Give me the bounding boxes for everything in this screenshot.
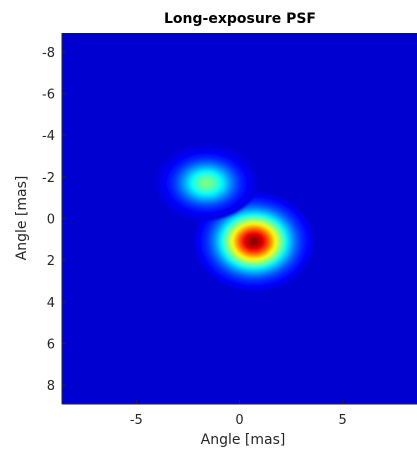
y-tick-label: 0: [47, 213, 55, 228]
x-tick-label: -5: [130, 413, 143, 428]
x-axis-label: Angle [mas]: [201, 432, 286, 448]
psf-peak-2-level: [203, 180, 210, 186]
psf-peak-1: [194, 192, 313, 291]
x-axis: -5 0 5: [130, 400, 347, 428]
y-tick-label: 2: [47, 254, 55, 269]
psf-peak-2: [155, 145, 258, 222]
y-tick-label: 6: [47, 338, 55, 353]
y-tick-label: -2: [42, 171, 55, 186]
y-tick-label: -4: [42, 129, 55, 144]
y-tick-label: 4: [47, 296, 55, 311]
y-tick-label: -6: [42, 87, 55, 102]
y-tick-label: 8: [47, 379, 55, 394]
psf-peaks-layer: [155, 145, 313, 291]
psf-peak-1-level: [250, 238, 258, 245]
plot-area: [62, 33, 417, 404]
y-axis: -8 -6 -4 -2 0 2 4 6 8: [42, 46, 66, 394]
x-tick-label: 5: [339, 413, 347, 428]
chart-title: Long-exposure PSF: [164, 11, 316, 27]
x-tick-label: 0: [235, 413, 243, 428]
y-tick-label: -8: [42, 46, 55, 61]
y-axis-label: Angle [mas]: [14, 176, 30, 261]
